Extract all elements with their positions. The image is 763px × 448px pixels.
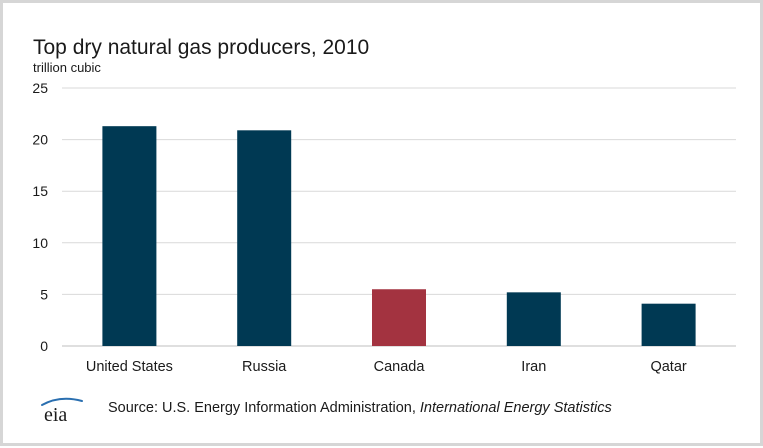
y-tick-label: 10 <box>32 235 48 251</box>
bar-qatar <box>641 303 696 346</box>
y-tick-label: 0 <box>40 338 48 354</box>
eia-logo-text: eia <box>44 404 67 426</box>
y-tick-label: 20 <box>32 132 48 148</box>
y-tick-label: 25 <box>32 80 48 96</box>
eia-logo: eia <box>41 397 83 426</box>
x-tick-label: United States <box>86 359 173 375</box>
chart-title: Top dry natural gas producers, 2010 <box>33 36 370 59</box>
bar-russia <box>237 130 292 346</box>
x-tick-label: Canada <box>374 359 426 375</box>
source-publication: International Energy Statistics <box>419 400 612 416</box>
bar-united-states <box>102 126 157 347</box>
bar-canada <box>372 289 426 346</box>
source-prefix: Source: U.S. Energy Information Administ… <box>108 400 420 416</box>
x-tick-label: Qatar <box>650 359 686 375</box>
x-tick-label: Russia <box>242 359 287 375</box>
y-tick-label: 15 <box>32 183 48 199</box>
bar-iran <box>506 292 561 346</box>
source-note: Source: U.S. Energy Information Administ… <box>108 400 612 416</box>
y-tick-label: 5 <box>40 286 48 302</box>
x-tick-label: Iran <box>521 359 546 375</box>
y-unit-label: trillion cubic <box>33 60 101 75</box>
